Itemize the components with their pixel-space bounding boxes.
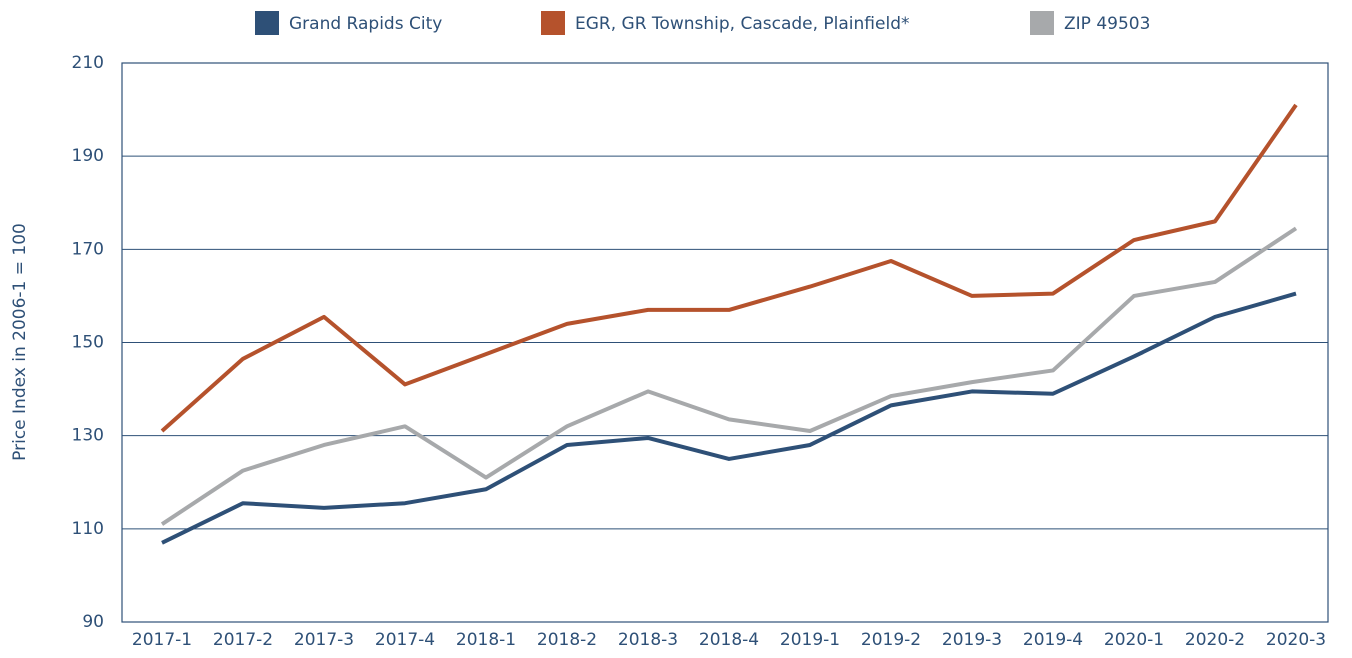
legend-swatch bbox=[541, 11, 565, 35]
line bbox=[161, 291, 1297, 545]
legend-label: EGR, GR Township, Cascade, Plainfield* bbox=[575, 14, 910, 34]
x-tick-label: 2019-1 bbox=[780, 630, 840, 650]
y-tick-label: 110 bbox=[72, 519, 104, 539]
y-tick-label: 130 bbox=[72, 426, 104, 446]
x-tick-label: 2018-3 bbox=[618, 630, 678, 650]
x-tick-label: 2020-3 bbox=[1266, 630, 1326, 650]
x-tick-label: 2020-2 bbox=[1185, 630, 1245, 650]
legend-swatch bbox=[255, 11, 279, 35]
y-tick-label: 150 bbox=[72, 333, 104, 353]
x-tick-label: 2019-2 bbox=[861, 630, 921, 650]
y-axis-title: Price Index in 2006-1 = 100 bbox=[10, 223, 30, 461]
x-tick-label: 2019-3 bbox=[942, 630, 1002, 650]
x-tick-label: 2017-1 bbox=[132, 630, 192, 650]
x-tick-label: 2017-2 bbox=[213, 630, 273, 650]
y-tick-label: 90 bbox=[82, 612, 104, 632]
y-tick-label: 210 bbox=[72, 53, 104, 73]
legend-swatch bbox=[1030, 11, 1054, 35]
y-tick-label: 190 bbox=[72, 146, 104, 166]
x-tick-label: 2018-4 bbox=[699, 630, 759, 650]
y-tick-label: 170 bbox=[72, 239, 104, 259]
line bbox=[160, 103, 1298, 433]
plot-frame bbox=[121, 62, 1329, 623]
x-tick-label: 2018-1 bbox=[456, 630, 516, 650]
legend-label: ZIP 49503 bbox=[1064, 14, 1150, 34]
x-tick-label: 2019-4 bbox=[1023, 630, 1083, 650]
x-tick-label: 2017-4 bbox=[375, 630, 435, 650]
x-tick-label: 2017-3 bbox=[294, 630, 354, 650]
line bbox=[160, 226, 1298, 526]
x-tick-label: 2020-1 bbox=[1104, 630, 1164, 650]
x-tick-label: 2018-2 bbox=[537, 630, 597, 650]
legend-label: Grand Rapids City bbox=[289, 14, 442, 34]
